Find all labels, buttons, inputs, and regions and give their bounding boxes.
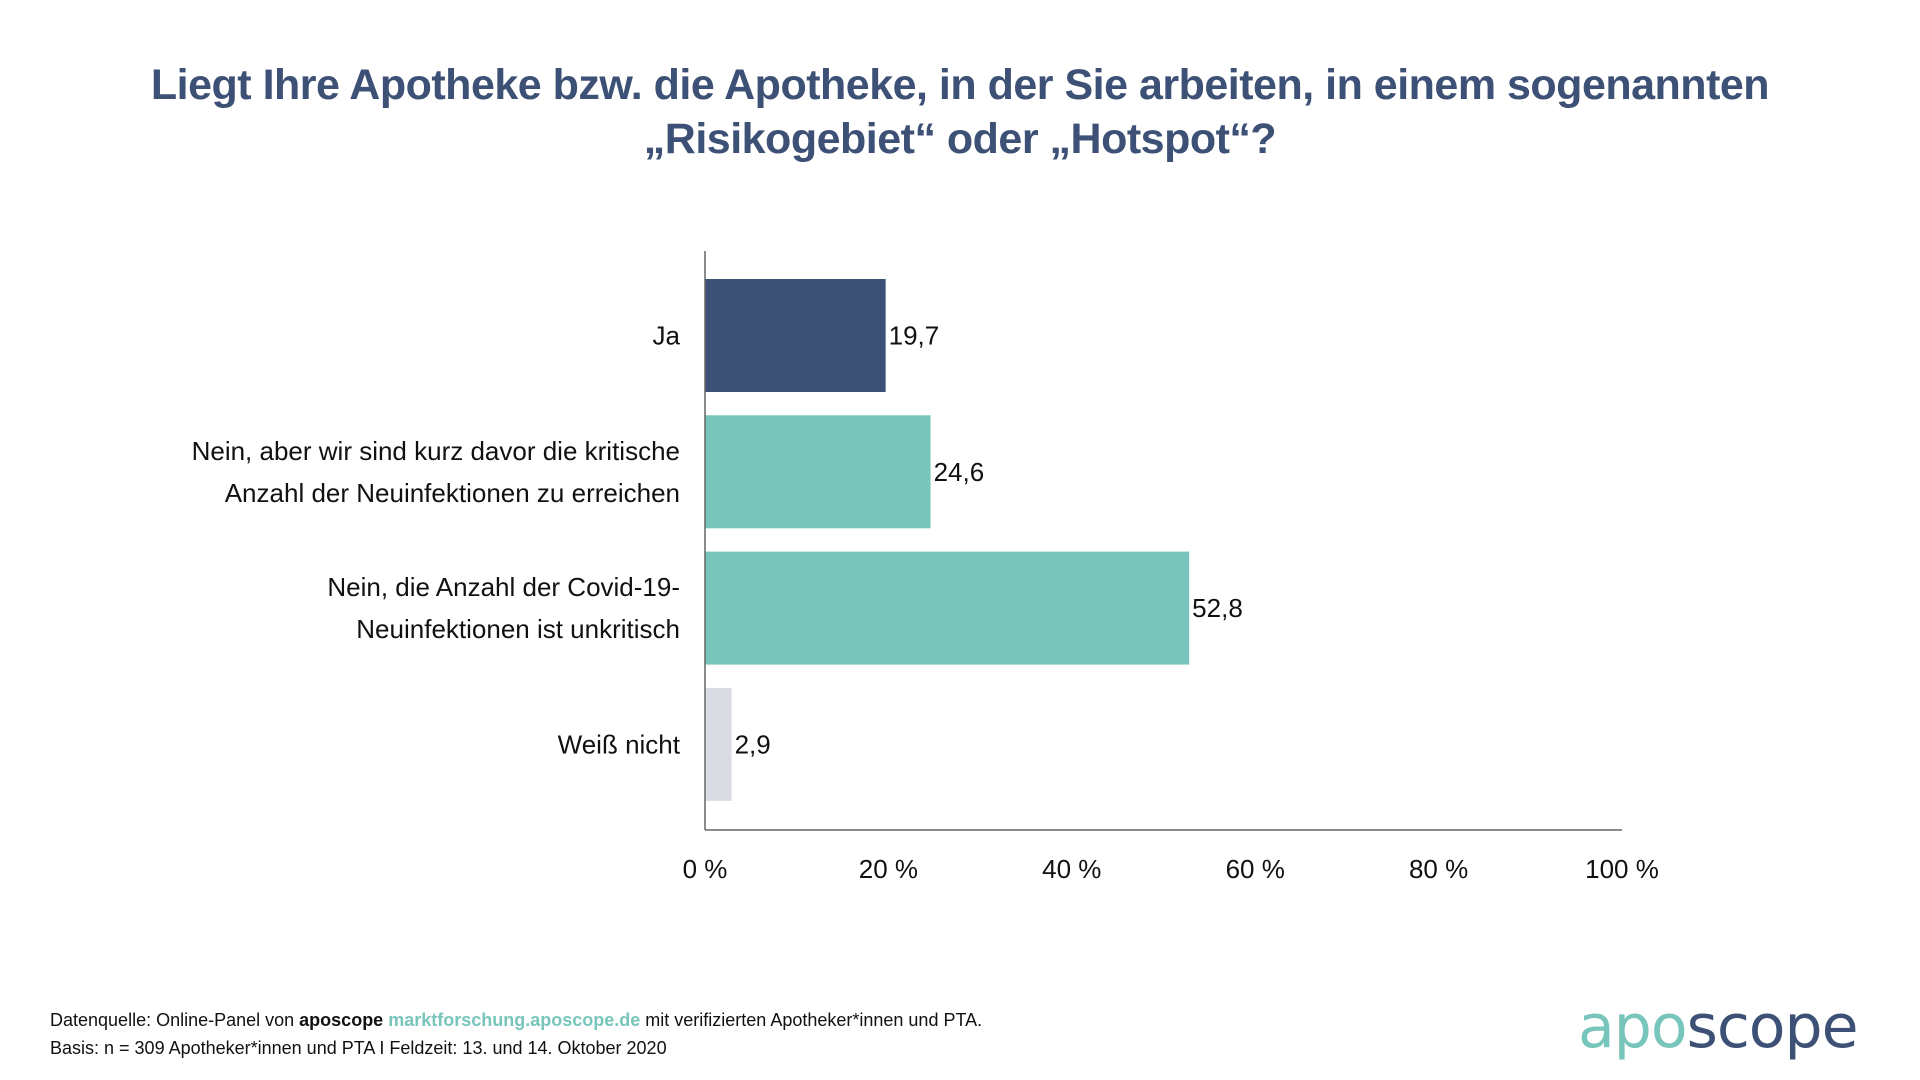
category-label-0-line-0: Ja (653, 321, 681, 351)
value-label-0: 19,7 (889, 321, 940, 351)
chart-title-line-2: „Risikogebiet“ oder „Hotspot“? (643, 115, 1277, 163)
category-label-2-line-1: Neuinfektionen ist unkritisch (356, 614, 680, 644)
bar-1 (705, 415, 931, 529)
chart-title-line-1: Liegt Ihre Apotheke bzw. die Apotheke, i… (150, 61, 1770, 109)
bars-group (705, 279, 1190, 801)
value-labels: 19,7 24,6 52,8 2,9 (735, 321, 1243, 760)
x-tick-label-5: 100 % (1585, 854, 1659, 884)
bar-0 (705, 279, 886, 392)
x-tick-label-3: 60 % (1226, 854, 1285, 884)
category-labels: Ja Nein, aber wir sind kurz davor die kri… (192, 321, 681, 760)
chart-title: Liegt Ihre Apotheke bzw. die Apotheke, i… (40, 58, 1880, 166)
value-label-1: 24,6 (934, 457, 985, 487)
footer-source-prefix: Datenquelle: Online-Panel von (50, 1010, 300, 1030)
footer-source-suffix: mit verifizierten Apotheker*innen und PT… (640, 1010, 983, 1030)
aposcope-logo: aposcope (1578, 992, 1859, 1062)
x-tick-label-4: 80 % (1409, 854, 1468, 884)
footer-line-2: Basis: n = 309 Apotheker*innen und PTA I… (50, 1038, 667, 1058)
footer-source: Datenquelle: Online-Panel von aposcope m… (50, 1006, 982, 1062)
value-label-3: 2,9 (735, 729, 771, 759)
x-tick-label-2: 40 % (1042, 854, 1101, 884)
category-label-1-line-1: Anzahl der Neuinfektionen zu erreichen (225, 478, 680, 508)
logo-part-apo: apo (1578, 992, 1688, 1062)
value-label-2: 52,8 (1192, 593, 1243, 623)
bar-2 (705, 551, 1190, 665)
x-axis-tick-labels: 0 % 20 % 40 % 60 % 80 % 100 % (683, 854, 1659, 884)
category-label-3-line-0: Weiß nicht (558, 729, 681, 759)
footer-brand: aposcope (299, 1010, 384, 1030)
x-tick-label-1: 20 % (859, 854, 918, 884)
footer-line-1: Datenquelle: Online-Panel von aposcope m… (50, 1006, 982, 1034)
footer-link[interactable]: marktforschung.aposcope.de (388, 1010, 641, 1030)
category-label-1-line-0: Nein, aber wir sind kurz davor die kriti… (192, 436, 680, 466)
logo-part-scope: scope (1686, 992, 1859, 1062)
category-label-2-line-0: Nein, die Anzahl der Covid-19- (327, 572, 680, 602)
x-tick-label-0: 0 % (683, 854, 728, 884)
bar-3 (705, 687, 732, 801)
